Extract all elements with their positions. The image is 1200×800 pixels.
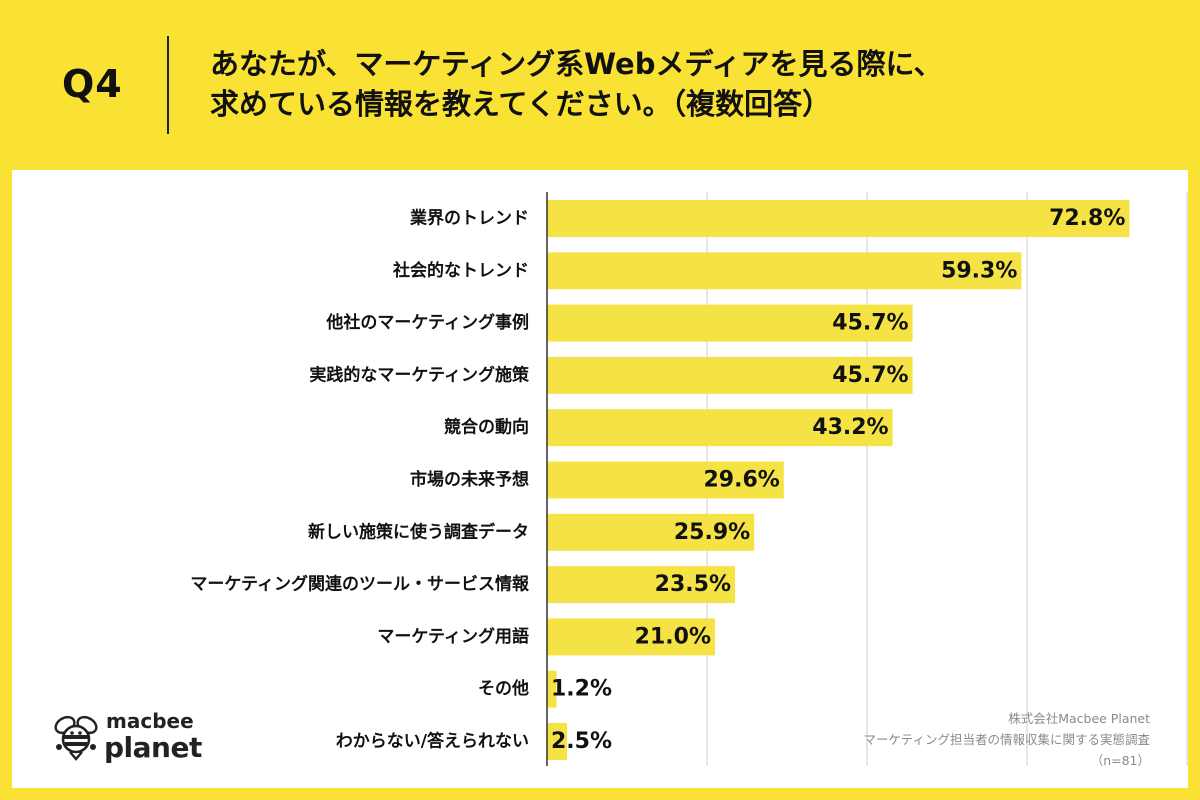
value-label-1: 59.3% — [941, 258, 1017, 283]
header-divider — [167, 36, 169, 134]
question-text: あなたが、マーケティング系Webメディアを見る際に、 求めている情報を教えてくだ… — [210, 44, 1170, 124]
company-logo: macbee planet — [48, 707, 218, 767]
bar-8 — [547, 618, 715, 656]
category-label-9: その他 — [478, 678, 529, 699]
category-label-10: わからない/答えられない — [336, 731, 529, 752]
category-label-7: マーケティング関連のツール・サービス情報 — [190, 574, 530, 595]
value-label-5: 29.6% — [703, 468, 779, 493]
bar-2 — [547, 304, 913, 342]
value-label-2: 45.7% — [832, 311, 908, 336]
question-line-2: 求めている情報を教えてください。（複数回答） — [210, 87, 832, 121]
logo-text-planet: planet — [104, 731, 202, 764]
value-label-7: 23.5% — [655, 572, 731, 597]
category-label-5: 市場の未来予想 — [410, 469, 529, 490]
category-label-6: 新しい施策に使う調査データ — [308, 521, 529, 542]
category-label-1: 社会的なトレンド — [392, 260, 529, 281]
category-label-4: 競合の動向 — [444, 417, 529, 438]
question-line-1: あなたが、マーケティング系Webメディアを見る際に、 — [210, 47, 943, 81]
source-note: 株式会社Macbee Planet マーケティング担当者の情報収集に関する実態調… — [863, 708, 1150, 771]
value-label-6: 25.9% — [674, 520, 750, 545]
bar-1 — [547, 252, 1022, 290]
bar-9 — [547, 670, 557, 708]
bar-3 — [547, 356, 913, 394]
value-label-10: 2.5% — [551, 729, 612, 754]
question-number: Q4 — [62, 62, 123, 106]
bar-chart: 業界のトレンド 72.8% 社会的なトレンド 59.3% 他社のマーケティング事例 45.… — [190, 192, 1188, 766]
value-label-0: 72.8% — [1049, 206, 1125, 231]
bar-4 — [547, 409, 893, 447]
value-label-3: 45.7% — [832, 363, 908, 388]
bar-10 — [547, 723, 567, 760]
category-label-8: マーケティング用語 — [377, 626, 529, 647]
source-survey-title: マーケティング担当者の情報収集に関する実態調査 — [863, 732, 1150, 747]
bee-logo-icon — [54, 715, 98, 761]
value-label-8: 21.0% — [635, 624, 711, 649]
source-sample-size: （n=81） — [1090, 753, 1150, 768]
value-label-9: 1.2% — [551, 677, 612, 702]
category-label-2: 他社のマーケティング事例 — [325, 312, 529, 333]
source-company: 株式会社Macbee Planet — [1008, 711, 1150, 726]
bar-5 — [547, 461, 784, 499]
bar-6 — [547, 513, 755, 551]
value-label-4: 43.2% — [812, 415, 888, 440]
category-label-0: 業界のトレンド — [410, 208, 529, 229]
logo-text-macbee: macbee — [106, 709, 194, 733]
category-label-3: 実践的なマーケティング施策 — [309, 364, 530, 385]
bar-7 — [547, 566, 735, 604]
chart-panel: 業界のトレンド 72.8% 社会的なトレンド 59.3% 他社のマーケティング事例 45.… — [12, 170, 1188, 788]
question-header: Q4 あなたが、マーケティング系Webメディアを見る際に、 求めている情報を教え… — [0, 0, 1200, 170]
bar-0 — [547, 200, 1130, 237]
